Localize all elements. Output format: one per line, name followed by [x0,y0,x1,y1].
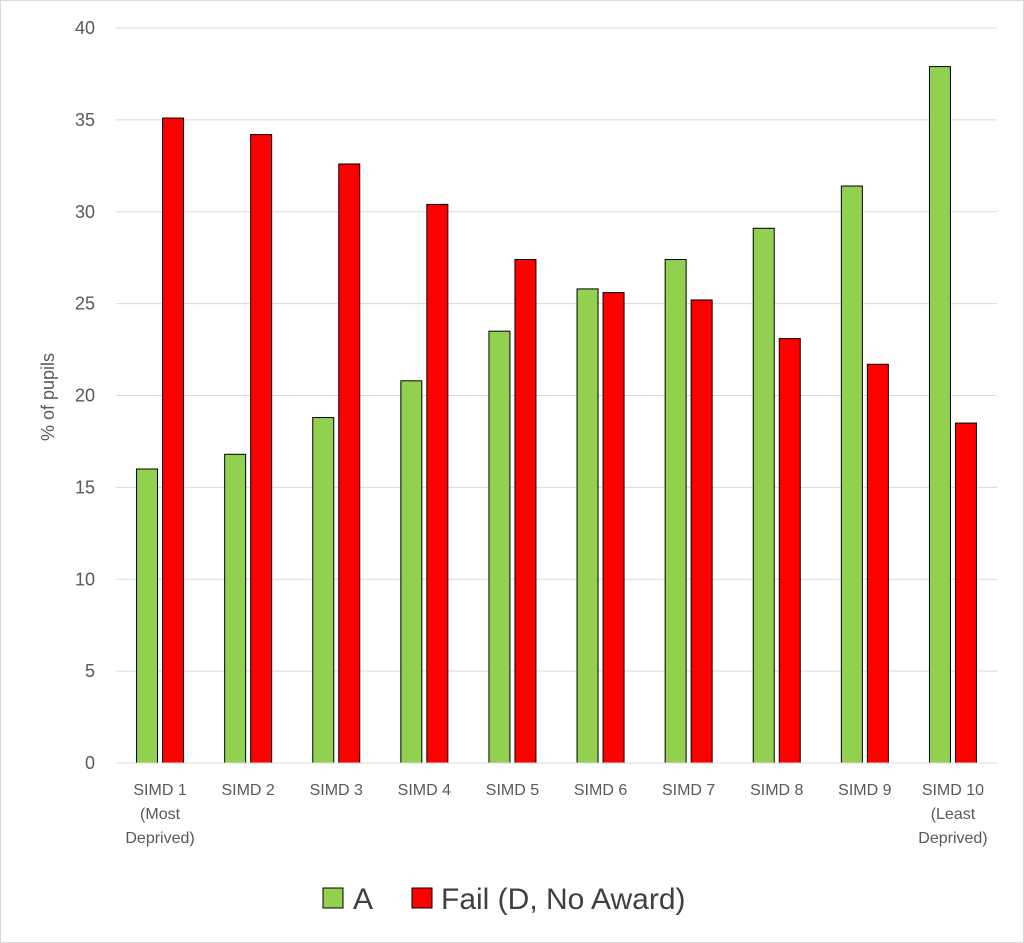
x-category-label: SIMD 2 [221,782,274,799]
bar-a [224,453,247,764]
x-category-label: SIMD 7 [662,782,715,799]
x-category-label: SIMD 9 [838,782,891,799]
y-tick-label: 20 [75,386,95,406]
x-category-label: SIMD 8 [750,782,803,799]
bar-a [400,380,423,764]
bar-a [312,417,335,764]
legend-swatch [411,887,433,909]
bar-fail [690,299,713,764]
y-tick-label: 40 [75,18,95,38]
x-category-label: SIMD 10 (Least Deprived) [918,782,987,847]
y-tick-label: 30 [75,202,95,222]
bar-fail [338,163,361,764]
bar-a [928,66,951,764]
bar-fail [162,117,185,764]
bar-a [576,288,599,764]
y-tick-label: 0 [85,753,95,773]
x-axis-categories: SIMD 1 (Most Deprived) SIMD 2 SIMD 3 SIMD 4 SI… [125,782,987,847]
y-axis-ticks: 0 5 10 15 20 25 30 35 40 [75,18,95,773]
x-category-label: SIMD 1 (Most Deprived) [125,782,194,847]
bar-fail [954,422,977,764]
bar-a [840,185,863,764]
legend-label: Fail (D, No Award) [441,883,686,916]
y-tick-label: 35 [75,110,95,130]
y-tick-label: 5 [85,661,95,681]
legend-label: A [353,883,373,916]
bar-a [664,259,687,764]
bar-fail [250,134,273,764]
x-category-label: SIMD 5 [486,782,539,799]
y-tick-label: 25 [75,294,95,314]
bars [136,66,977,764]
legend-swatch [322,887,344,909]
y-axis-title: % of pupils [38,353,58,441]
bar-a [752,227,775,764]
bar-a [136,468,159,764]
legend: A Fail (D, No Award) [322,883,686,916]
bar-fail [514,259,537,764]
gridlines [116,27,997,672]
bar-fail [426,203,449,764]
bar-fail [866,363,889,764]
bar-fail [778,338,801,764]
bar-a [488,330,511,764]
bar-fail [602,292,625,764]
x-category-label: SIMD 6 [574,782,627,799]
y-tick-label: 10 [75,569,95,589]
x-category-label: SIMD 4 [398,782,451,799]
y-tick-label: 15 [75,477,95,497]
x-category-label: SIMD 3 [310,782,363,799]
